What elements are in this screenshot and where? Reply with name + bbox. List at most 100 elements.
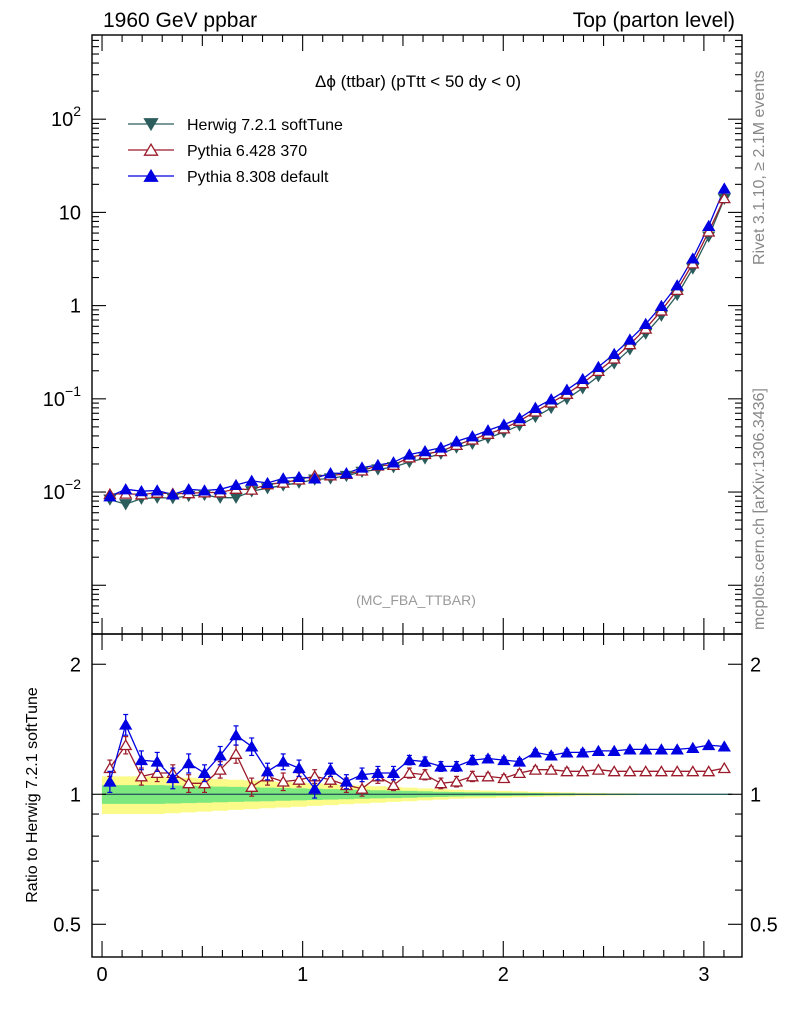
ratio-point-pythia-6-428-370 xyxy=(607,765,621,777)
ratio-point-pythia-8-308-default xyxy=(229,729,243,741)
legend-marker-herwig-7-2-1-softtune xyxy=(143,118,159,132)
ratio-point-pythia-6-428-370 xyxy=(276,775,290,787)
ratio-point-pythia-8-308-default xyxy=(434,760,448,772)
ratio-panel: 0 1 2 3 0.5 0.5 1 1 2 2 xyxy=(53,633,778,986)
series-line-herwig-7-2-1-softtune xyxy=(109,198,725,505)
ratio-point-pythia-6-428-370 xyxy=(245,780,259,792)
plot-title: Δϕ (ttbar) (pTtt < 50 dy < 0) xyxy=(315,72,521,91)
ratio-point-pythia-8-308-default xyxy=(323,763,338,775)
ratio-point-pythia-6-428-370 xyxy=(150,766,164,779)
ratio-point-pythia-6-428-370 xyxy=(497,771,511,784)
ratio-point-pythia-8-308-default xyxy=(260,765,275,777)
ratio-point-pythia-6-428-370 xyxy=(528,763,543,775)
ratio-line-pythia-8-308-default xyxy=(109,722,725,790)
ratio-point-pythia-8-308-default xyxy=(639,743,653,755)
data-point-pythia-8-308-default xyxy=(576,372,590,385)
ratio-line-pythia-6-428-370 xyxy=(109,743,725,790)
ratio-point-pythia-6-428-370 xyxy=(434,777,448,789)
main-y-tick-label: 10−2 xyxy=(43,476,81,504)
ratio-point-pythia-8-308-default xyxy=(686,741,700,754)
ratio-point-pythia-8-308-default xyxy=(276,755,290,767)
series-line-pythia-6-428-370 xyxy=(109,197,725,496)
data-point-pythia-8-308-default xyxy=(481,424,495,436)
data-point-pythia-8-308-default xyxy=(213,483,227,495)
ratio-point-pythia-8-308-default xyxy=(292,761,306,774)
data-point-pythia-8-308-default xyxy=(512,412,527,424)
ratio-point-pythia-8-308-default xyxy=(670,743,684,755)
data-point-pythia-8-308-default xyxy=(686,252,700,264)
ratio-y-tick-label-right: 2 xyxy=(750,654,761,676)
main-y-tick-label: 102 xyxy=(51,103,81,131)
ratio-point-pythia-6-428-370 xyxy=(213,763,227,775)
ratio-point-pythia-8-308-default xyxy=(402,753,417,766)
data-point-pythia-8-308-default xyxy=(371,458,385,471)
data-point-pythia-8-308-default xyxy=(607,347,621,360)
ratio-point-pythia-8-308-default xyxy=(103,775,117,787)
ratio-point-pythia-6-428-370 xyxy=(639,765,653,777)
legend-marker-pythia-6-428-370 xyxy=(143,142,159,156)
ratio-point-pythia-6-428-370 xyxy=(717,761,731,774)
ratio-point-pythia-6-428-370 xyxy=(654,765,669,777)
ratio-point-pythia-6-428-370 xyxy=(544,763,558,775)
ratio-point-pythia-6-428-370 xyxy=(134,770,149,782)
ratio-point-pythia-8-308-default xyxy=(702,738,716,751)
data-point-herwig-7-2-1-softtune xyxy=(119,499,133,511)
data-point-pythia-8-308-default xyxy=(670,279,684,291)
data-point-pythia-8-308-default xyxy=(292,470,306,483)
ratio-point-pythia-8-308-default xyxy=(339,775,354,787)
ratio-point-pythia-8-308-default xyxy=(213,749,227,761)
ratio-point-pythia-8-308-default xyxy=(512,755,527,767)
data-point-pythia-8-308-default xyxy=(560,383,574,395)
ratio-point-pythia-8-308-default xyxy=(355,768,369,780)
mcplots-label: mcplots.cern.ch [arXiv:1306.3436] xyxy=(751,388,768,630)
main-y-tick-label: 10 xyxy=(59,202,81,224)
ratio-point-pythia-6-428-370 xyxy=(229,747,243,759)
data-point-pythia-8-308-default xyxy=(182,483,196,495)
ratio-y-tick-label-left: 1 xyxy=(70,784,81,806)
data-point-pythia-8-308-default xyxy=(119,483,133,495)
main-panel: 10−2 10−1 1 10 102 xyxy=(43,34,743,635)
ratio-x-tick-label: 1 xyxy=(297,964,308,986)
ratio-x-tick-label: 2 xyxy=(498,964,509,986)
ratio-point-pythia-8-308-default xyxy=(371,766,385,779)
data-point-pythia-8-308-default xyxy=(465,430,480,442)
legend-label-pythia-6-428-370: Pythia 6.428 370 xyxy=(187,143,307,160)
ratio-point-pythia-8-308-default xyxy=(465,753,480,766)
ratio-point-pythia-8-308-default xyxy=(544,749,558,761)
legend-marker-pythia-8-308-default xyxy=(143,168,159,182)
ratio-point-pythia-6-428-370 xyxy=(481,770,495,782)
data-point-pythia-8-308-default xyxy=(150,484,164,496)
data-point-pythia-8-308-default xyxy=(591,360,606,372)
data-point-pythia-8-308-default xyxy=(308,472,322,484)
ratio-point-pythia-6-428-370 xyxy=(197,777,212,789)
header-left-title: 1960 GeV ppbar xyxy=(103,9,257,32)
ratio-y-tick-label-right: 0.5 xyxy=(750,914,778,936)
ratio-y-tick-label-left: 2 xyxy=(70,654,81,676)
ratio-point-pythia-8-308-default xyxy=(150,755,164,767)
data-point-pythia-8-308-default xyxy=(418,445,432,457)
ratio-point-pythia-6-428-370 xyxy=(465,770,480,782)
ratio-point-pythia-8-308-default xyxy=(197,766,212,779)
data-point-pythia-8-308-default xyxy=(386,456,401,468)
header-right-title: Top (parton level) xyxy=(573,9,735,32)
data-point-pythia-8-308-default xyxy=(434,441,448,453)
main-y-tick-label: 10−1 xyxy=(43,383,81,411)
ratio-point-pythia-6-428-370 xyxy=(591,763,606,775)
legend: Herwig 7.2.1 softTune Pythia 6.428 370 Pyt… xyxy=(128,117,343,186)
data-point-pythia-8-308-default xyxy=(103,490,117,502)
data-point-pythia-6-428-370 xyxy=(717,192,731,204)
main-y-tick-label: 1 xyxy=(70,296,81,318)
data-point-pythia-8-308-default xyxy=(623,333,637,345)
ratio-point-pythia-8-308-default xyxy=(119,718,133,730)
ratio-point-pythia-6-428-370 xyxy=(292,773,306,785)
ratio-y-axis-label: Ratio to Herwig 7.2.1 softTune xyxy=(24,687,41,903)
data-point-pythia-8-308-default xyxy=(323,467,338,479)
ratio-point-pythia-8-308-default xyxy=(308,782,322,794)
legend-label-herwig-7-2-1-softtune: Herwig 7.2.1 softTune xyxy=(187,117,343,134)
ratio-point-pythia-6-428-370 xyxy=(418,768,432,780)
data-point-pythia-8-308-default xyxy=(245,474,259,486)
series-line-pythia-8-308-default xyxy=(109,188,725,497)
ratio-point-pythia-6-428-370 xyxy=(560,765,574,777)
